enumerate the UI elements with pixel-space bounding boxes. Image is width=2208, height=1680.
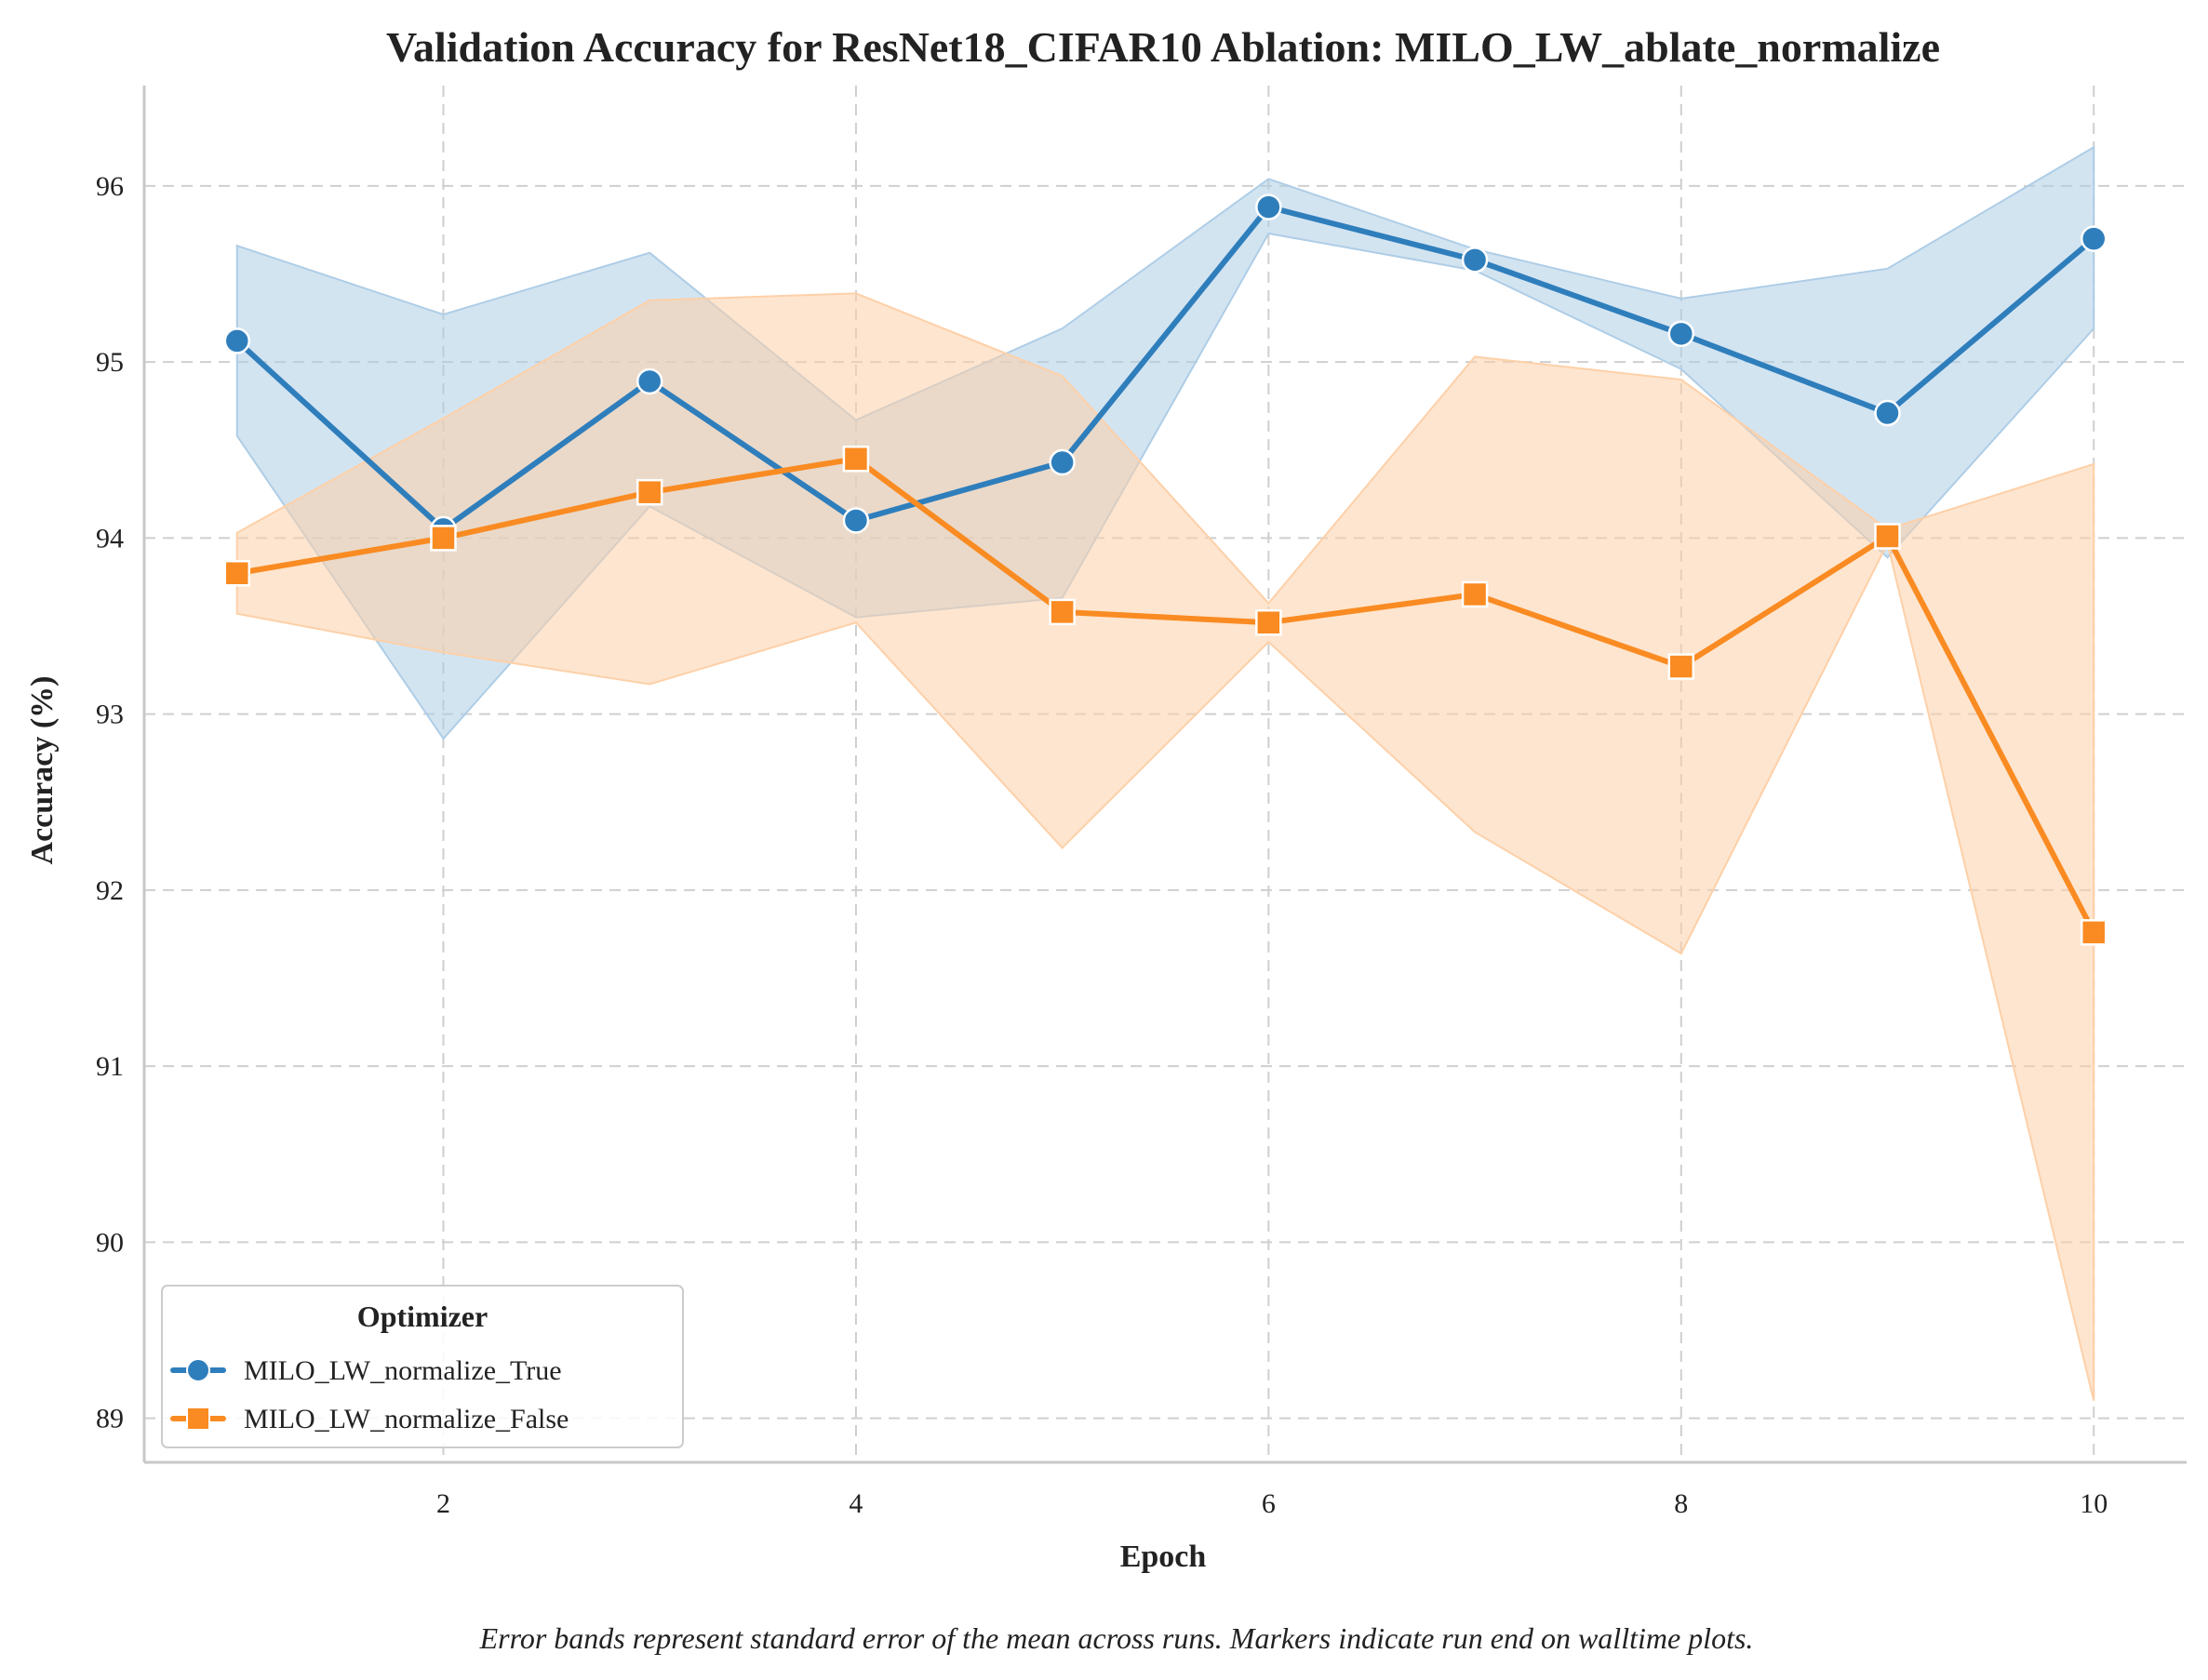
y-tick-label: 95: [96, 347, 124, 378]
legend-label: MILO_LW_normalize_True: [244, 1355, 562, 1386]
series-line-2: [234, 456, 2097, 936]
x-tick-labels: 2 4 6 8 10: [436, 1488, 2108, 1519]
y-tick-label: 91: [96, 1051, 124, 1082]
error-bands: [235, 145, 2095, 1401]
x-tick-label: 2: [436, 1488, 450, 1519]
data-point: [223, 327, 251, 354]
data-point: [1667, 320, 1695, 348]
legend-label: MILO_LW_normalize_False: [244, 1404, 569, 1434]
axis-spines: [142, 86, 2187, 1464]
y-tick-label: 92: [96, 875, 124, 906]
x-tick-label: 6: [1262, 1488, 1276, 1519]
y-tick-label: 89: [96, 1404, 124, 1434]
legend-title: Optimizer: [357, 1300, 488, 1333]
y-tick-label: 90: [96, 1227, 124, 1258]
data-point: [1874, 399, 1901, 427]
y-tick-label: 93: [96, 700, 124, 730]
data-point: [1049, 598, 1076, 626]
data-point: [2080, 919, 2108, 946]
data-point: [2080, 225, 2108, 252]
y-tick-label: 96: [96, 171, 124, 202]
series-line-1: [234, 204, 2097, 532]
data-point: [636, 478, 663, 506]
series-markers: [223, 193, 2108, 946]
legend-entries: MILO_LW_normalize_True MILO_LW_normalize_…: [170, 1355, 569, 1434]
series-lines: [234, 204, 2097, 936]
x-tick-label: 8: [1674, 1488, 1688, 1519]
x-tick-label: 4: [849, 1488, 863, 1519]
figure-caption: Error bands represent standard error of …: [479, 1621, 1754, 1655]
data-point: [430, 525, 457, 552]
data-point: [1667, 653, 1695, 680]
y-tick-label: 94: [96, 523, 124, 553]
data-point: [223, 559, 251, 587]
y-tick-labels: 89 90 91 92 93 94 95 96: [96, 171, 124, 1434]
data-point: [1461, 247, 1489, 273]
data-point: [1461, 580, 1489, 608]
data-point: [1049, 448, 1076, 476]
data-point: [636, 367, 663, 395]
data-point: [1255, 608, 1282, 636]
x-axis-label: Epoch: [1120, 1540, 1207, 1574]
y-axis-label: Accuracy (%): [25, 676, 60, 865]
legend: Optimizer MILO_LW_normalize_TrueMILO_LW_…: [161, 1285, 684, 1448]
legend-marker: [186, 1407, 210, 1431]
chart-title: Validation Accuracy for ResNet18_CIFAR10…: [386, 23, 1940, 71]
data-point: [1255, 193, 1282, 220]
legend-box: [161, 1285, 684, 1448]
data-point: [842, 445, 870, 473]
legend-marker: [186, 1358, 210, 1382]
data-point: [842, 507, 870, 534]
error-band-2: [235, 292, 2095, 1401]
x-tick-label: 10: [2080, 1488, 2108, 1519]
data-point: [1874, 523, 1901, 550]
